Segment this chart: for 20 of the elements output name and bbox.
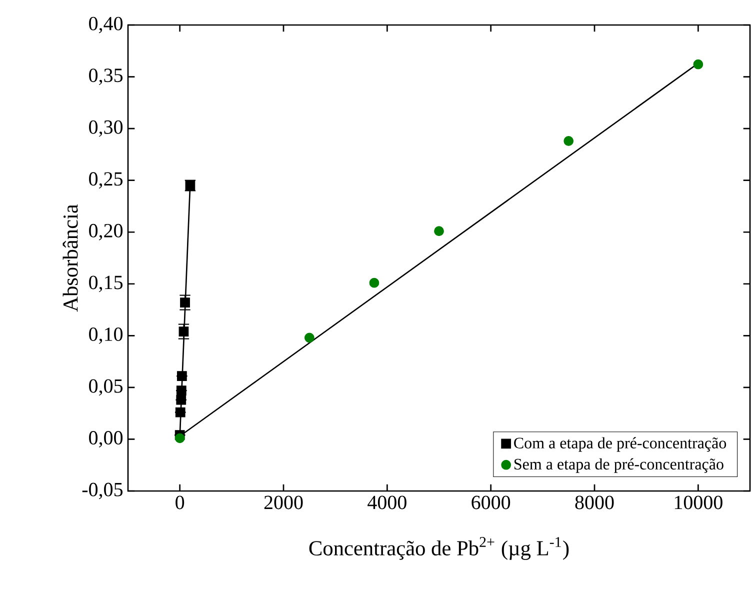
x-tick-label: 4000	[368, 496, 406, 510]
x-tick-label: 0	[176, 496, 184, 510]
legend-label: Sem a etapa de pré-concentração	[514, 458, 724, 473]
y-tick-label: 0,00	[89, 431, 123, 448]
y-tick-label: 0,05	[89, 379, 123, 396]
x-tick-label: 8000	[575, 496, 614, 510]
y-axis-title: Absorbância	[62, 204, 78, 312]
y-tick-label: 0,40	[89, 16, 123, 34]
legend-label: Com a etapa de pré-concentração	[514, 437, 726, 452]
x-axis-title: Concentração de Pb$^{2+}$ (µg L$^{-1}$)	[309, 537, 569, 560]
x-tick-label: 6000	[472, 496, 510, 510]
x-tick-label: 2000	[264, 496, 303, 510]
y-tick-label: 0,20	[89, 224, 123, 240]
y-tick-label: 0,25	[89, 172, 123, 189]
y-tick-label: 0,15	[89, 276, 123, 292]
y-tick-label: -0,05	[82, 482, 123, 500]
y-tick-label: 0,30	[89, 120, 123, 137]
y-tick-label: 0,35	[89, 68, 123, 85]
x-tick-label: 10000	[674, 496, 722, 510]
y-tick-label: 0,10	[89, 327, 123, 344]
